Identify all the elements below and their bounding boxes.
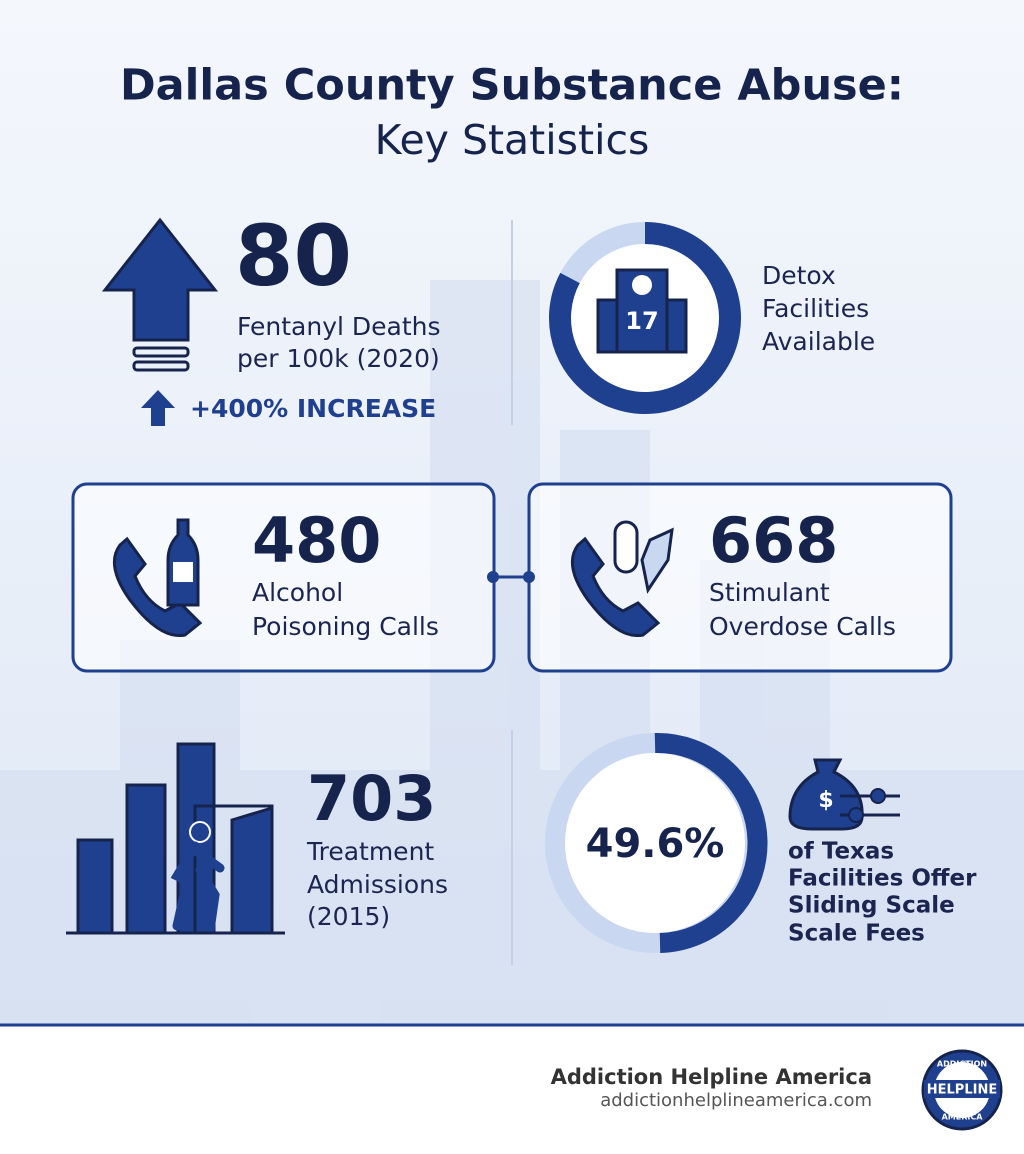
connector-dot	[523, 571, 535, 583]
icon-line	[132, 360, 190, 372]
stat-label: of Texas	[788, 839, 894, 865]
stat-label: Facilities	[762, 294, 869, 323]
crystal-icon	[640, 527, 674, 594]
stat-label: Scale Fees	[788, 921, 925, 947]
bottle-label	[173, 562, 193, 582]
subtitle: Key Statistics	[375, 116, 650, 164]
stat-note: +400% INCREASE	[190, 394, 436, 423]
stat-label: Treatment	[306, 837, 434, 866]
door	[230, 805, 274, 935]
brand-url: addictionhelplineamerica.com	[600, 1090, 872, 1111]
stat-label: Facilities Offer	[788, 866, 977, 892]
stat-label: Alcohol	[252, 578, 343, 607]
hospital-wing	[665, 298, 688, 354]
logo-text: HELPLINE	[927, 1083, 997, 1098]
small-arrow-icon	[141, 390, 175, 426]
footer	[0, 1025, 1024, 1154]
ring-arc	[654, 732, 768, 953]
stat-label: Admissions	[307, 870, 448, 899]
stat-value: 480	[252, 504, 381, 577]
connector-dot	[487, 571, 499, 583]
stat-label: Stimulant	[709, 578, 830, 607]
logo-text: AMERICA	[942, 1113, 984, 1122]
phone-icon	[112, 536, 203, 638]
hospital-cross	[632, 275, 652, 295]
logo-band	[924, 1080, 1000, 1098]
ring-arc	[549, 222, 741, 414]
stat-label: Detox	[762, 261, 836, 290]
brand-name: Addiction Helpline America	[551, 1065, 872, 1089]
stat-label: Available	[762, 327, 875, 356]
hospital-wing	[596, 298, 619, 354]
phone-icon	[570, 536, 661, 638]
icon-line	[132, 346, 190, 358]
stat-value: 80	[235, 207, 352, 305]
slider-knob	[870, 788, 886, 804]
stat-label: (2015)	[307, 902, 390, 931]
person-icon	[189, 821, 211, 843]
stat-value: 703	[307, 762, 436, 835]
stat-value: 668	[709, 504, 838, 577]
bar-icon	[125, 783, 167, 935]
stat-label: Overdose Calls	[709, 612, 896, 641]
stat-label: per 100k (2020)	[237, 344, 440, 373]
up-arrow-icon	[101, 217, 219, 342]
slider-knob	[848, 807, 864, 823]
person-body	[170, 841, 225, 935]
pill-icon	[613, 520, 639, 574]
stat-value: 17	[625, 307, 658, 335]
stat-label: Fentanyl Deaths	[237, 312, 441, 341]
title: Dallas County Substance Abuse:	[120, 61, 904, 111]
dollar-sign: $	[818, 788, 833, 813]
stat-value: 49.6%	[586, 821, 725, 867]
money-bag-icon	[788, 758, 864, 831]
bar-icon	[76, 838, 114, 935]
stat-label: Poisoning Calls	[252, 612, 439, 641]
logo-text: ADDICTION	[937, 1060, 987, 1069]
stat-label: Sliding Scale	[788, 893, 955, 919]
